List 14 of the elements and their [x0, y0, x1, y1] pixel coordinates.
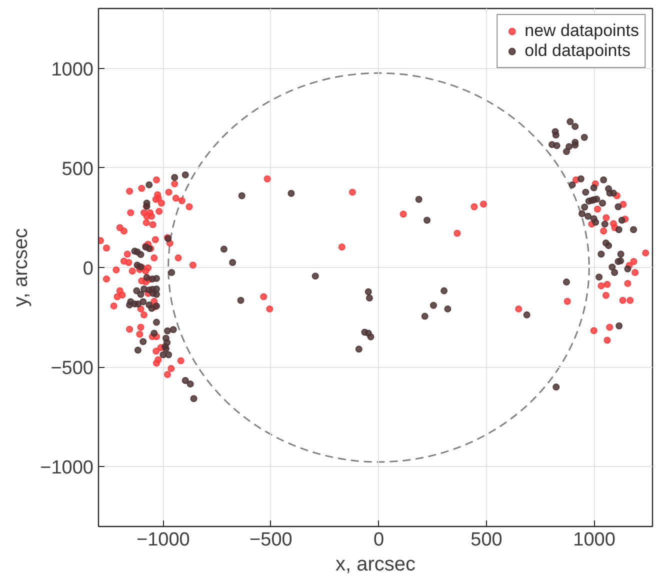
- legend-label: new datapoints: [524, 21, 639, 41]
- x-tick-label: 500: [470, 530, 502, 550]
- x-tick-label: 0: [373, 530, 384, 550]
- y-tick-label: −500: [50, 358, 94, 380]
- x-axis-title: x, arcsec: [335, 554, 416, 576]
- y-tick-label: −1000: [40, 458, 94, 479]
- x-tick-label: −500: [250, 530, 292, 550]
- x-tick-label: −1000: [136, 530, 190, 550]
- y-tick-label: 500: [62, 158, 94, 180]
- y-axis-title: y, arcsec: [10, 228, 32, 307]
- y-tick-label: 1000: [51, 59, 94, 80]
- y-tick-label: 0: [82, 258, 94, 280]
- x-tick-label: 1000: [573, 530, 616, 550]
- legend-label: old datapoints: [524, 41, 630, 61]
